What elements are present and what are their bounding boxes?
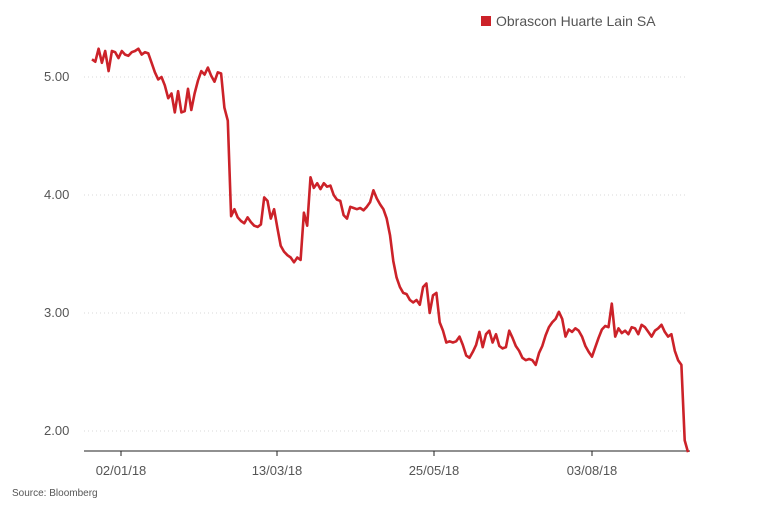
y-tick-label: 2.00 — [44, 423, 69, 438]
y-tick-label: 4.00 — [44, 187, 69, 202]
legend: Obrascon Huarte Lain SA — [481, 13, 656, 29]
source-note: Source: Bloomberg — [12, 488, 98, 499]
y-tick-label: 3.00 — [44, 305, 69, 320]
grid-lines — [84, 76, 688, 432]
legend-swatch — [481, 16, 491, 26]
series-layer — [91, 47, 690, 453]
series-line — [91, 47, 690, 453]
y-axis-ticks: 2.00 3.00 4.00 5.00 — [44, 69, 69, 438]
x-axis-ticks: 02/01/18 13/03/18 25/05/18 03/08/18 — [96, 451, 618, 478]
y-tick-label: 5.00 — [44, 69, 69, 84]
legend-label: Obrascon Huarte Lain SA — [496, 13, 656, 29]
x-tick-label: 02/01/18 — [96, 463, 147, 478]
x-tick-label: 25/05/18 — [409, 463, 460, 478]
x-tick-label: 03/08/18 — [567, 463, 618, 478]
x-tick-label: 13/03/18 — [252, 463, 303, 478]
